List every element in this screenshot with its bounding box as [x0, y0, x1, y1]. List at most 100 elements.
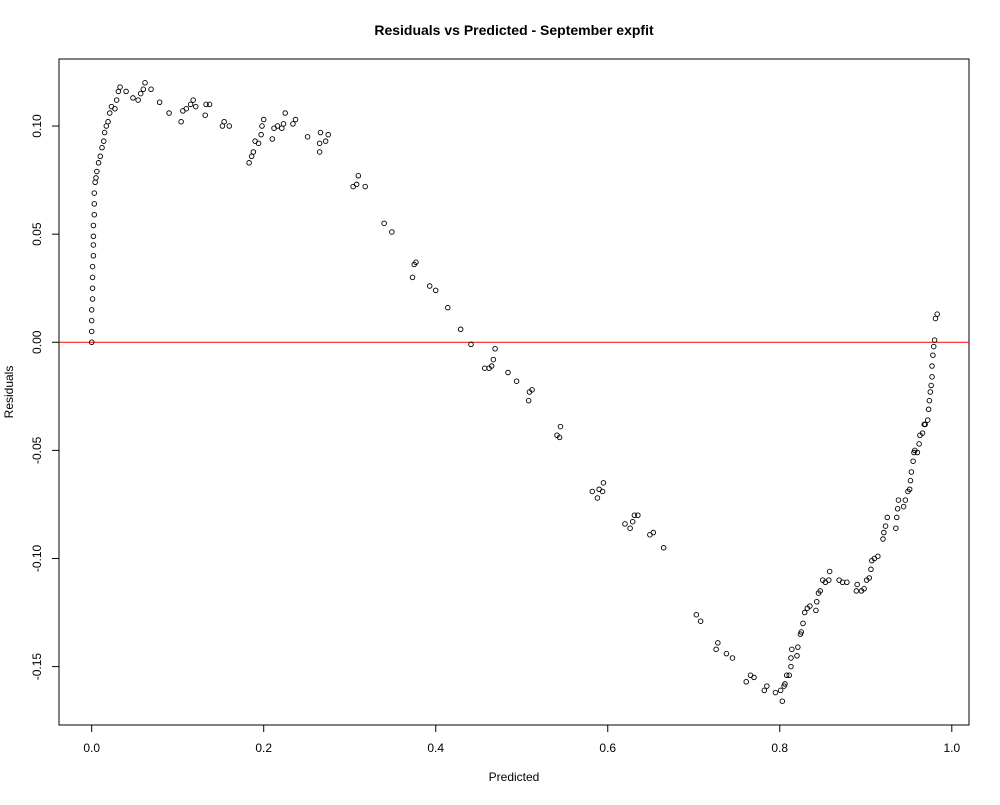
data-point [556, 434, 563, 441]
data-point [782, 681, 788, 687]
data-point [789, 646, 795, 653]
data-point [260, 116, 267, 123]
data-point [761, 687, 768, 694]
y-axis-label: Residuals [2, 366, 16, 419]
data-point [798, 629, 805, 635]
data-point [183, 105, 190, 112]
data-point [697, 618, 704, 624]
data-point [868, 566, 874, 573]
x-axis-label: Predicted [489, 770, 540, 784]
data-point [631, 512, 638, 519]
data-point [258, 131, 264, 138]
data-point [743, 679, 749, 685]
data-point [764, 683, 770, 689]
data-point [594, 495, 601, 501]
data-point [914, 449, 921, 456]
data-point [166, 110, 172, 116]
data-point [880, 536, 886, 542]
data-point [788, 655, 794, 661]
data-point [95, 160, 102, 166]
data-point [130, 95, 136, 101]
data-point [814, 598, 820, 605]
data-point [101, 129, 108, 136]
data-point [723, 650, 730, 657]
data-point [140, 86, 147, 93]
data-points [88, 80, 940, 704]
data-point [622, 521, 628, 527]
data-point [280, 121, 287, 127]
data-point [924, 417, 931, 423]
data-point [413, 259, 419, 266]
data-point [190, 97, 196, 103]
data-point [488, 363, 495, 369]
data-point [800, 620, 806, 627]
data-point [729, 655, 736, 661]
data-point [282, 110, 288, 116]
data-point [135, 97, 141, 103]
data-point [381, 220, 387, 227]
data-point [142, 80, 148, 86]
data-point [813, 607, 819, 614]
data-point [105, 118, 111, 125]
data-point [777, 687, 784, 694]
data-point [916, 441, 922, 447]
data-point [627, 525, 633, 531]
data-point [525, 397, 532, 404]
y-tick-label: -0.15 [30, 653, 44, 681]
data-point [854, 581, 860, 588]
data-point [156, 99, 163, 105]
data-point [492, 346, 498, 352]
data-point [325, 131, 331, 138]
data-point [97, 153, 104, 160]
data-point [123, 88, 129, 95]
y-tick-label: -0.10 [30, 545, 44, 573]
data-point [91, 190, 98, 196]
data-point [529, 387, 535, 393]
data-point [861, 586, 867, 592]
data-point [902, 497, 909, 503]
data-point [90, 233, 97, 240]
data-point [316, 149, 323, 155]
data-point [826, 568, 833, 575]
data-point [90, 222, 97, 229]
data-point [882, 523, 889, 529]
data-point [788, 663, 794, 670]
data-point [826, 577, 832, 583]
data-point [322, 138, 329, 144]
data-point [929, 374, 935, 380]
data-point [922, 421, 928, 428]
data-point [91, 201, 98, 207]
data-point [88, 328, 95, 335]
data-point [445, 304, 451, 311]
data-point [292, 116, 299, 123]
data-point [513, 378, 520, 384]
x-tick-label: 1.0 [943, 741, 960, 755]
data-point [88, 339, 95, 346]
data-point [875, 553, 881, 560]
data-point [801, 609, 808, 616]
data-point [660, 544, 667, 551]
data-point [89, 274, 96, 281]
data-point [432, 287, 439, 294]
data-point [931, 337, 938, 343]
data-point [148, 86, 154, 93]
data-point [246, 160, 252, 166]
data-point [927, 389, 934, 395]
x-tick-label: 0.6 [599, 741, 616, 755]
data-point [786, 672, 792, 679]
data-point [910, 458, 916, 464]
data-point [99, 144, 105, 151]
data-point [187, 101, 194, 108]
data-point [926, 397, 933, 404]
data-point [893, 525, 899, 531]
data-point [907, 477, 914, 484]
data-point [362, 183, 368, 190]
data-point [203, 101, 209, 108]
data-point [934, 311, 940, 317]
data-point [94, 168, 100, 175]
data-point [100, 138, 107, 144]
y-tick-label: 0.00 [30, 330, 44, 354]
data-point [795, 644, 801, 650]
